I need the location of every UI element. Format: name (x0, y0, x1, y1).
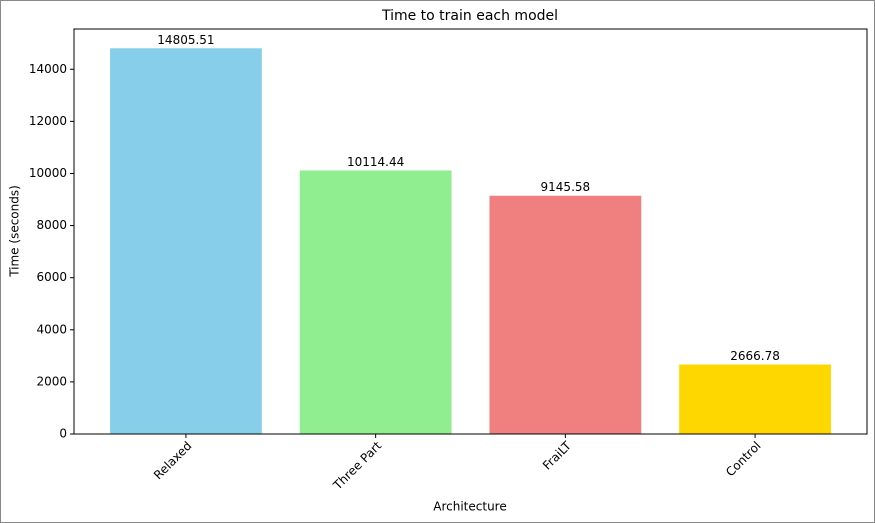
y-tick-label: 0 (59, 427, 67, 441)
y-tick-label: 10000 (29, 166, 67, 180)
bar (679, 364, 831, 434)
y-tick-label: 2000 (36, 374, 67, 388)
data-label: 14805.51 (157, 33, 214, 47)
y-tick-label: 14000 (29, 62, 67, 76)
y-tick-label: 8000 (36, 218, 67, 232)
bar (489, 195, 642, 434)
chart-title: Time to train each model (381, 8, 558, 24)
bar (110, 48, 262, 434)
y-tick-label: 6000 (36, 270, 67, 284)
data-label: 2666.78 (730, 349, 780, 363)
bar (299, 170, 452, 434)
y-tick-label: 12000 (29, 114, 67, 128)
plot-frame (73, 28, 868, 435)
x-axis-label: Architecture (433, 500, 506, 514)
y-axis-label: Time (seconds) (8, 185, 22, 278)
data-label: 9145.58 (541, 180, 591, 194)
data-label: 10114.44 (347, 155, 404, 169)
y-tick-label: 4000 (36, 322, 67, 336)
